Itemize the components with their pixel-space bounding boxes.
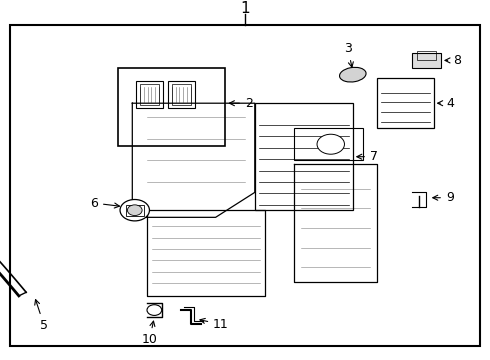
- Bar: [255, 103, 353, 210]
- Bar: [126, 205, 144, 216]
- Text: 4: 4: [438, 97, 454, 110]
- Bar: [377, 78, 434, 128]
- Text: 8: 8: [445, 54, 461, 67]
- Text: 11: 11: [200, 318, 229, 331]
- Circle shape: [147, 305, 162, 315]
- Ellipse shape: [340, 67, 366, 82]
- Text: 6: 6: [90, 197, 120, 210]
- Circle shape: [317, 134, 344, 154]
- Text: 9: 9: [433, 191, 454, 204]
- Bar: [172, 84, 191, 105]
- Bar: [168, 81, 195, 108]
- Text: 2: 2: [229, 97, 253, 110]
- Text: 5: 5: [35, 300, 48, 332]
- Text: 3: 3: [344, 42, 353, 67]
- Text: 7: 7: [357, 150, 378, 163]
- Bar: [412, 53, 441, 68]
- Bar: [140, 84, 159, 105]
- Bar: [294, 128, 363, 160]
- Circle shape: [120, 199, 149, 221]
- Bar: [118, 68, 225, 146]
- Text: 10: 10: [142, 321, 157, 346]
- Circle shape: [127, 205, 142, 216]
- Bar: [136, 81, 163, 108]
- Bar: [416, 51, 436, 60]
- Text: 1: 1: [240, 1, 250, 16]
